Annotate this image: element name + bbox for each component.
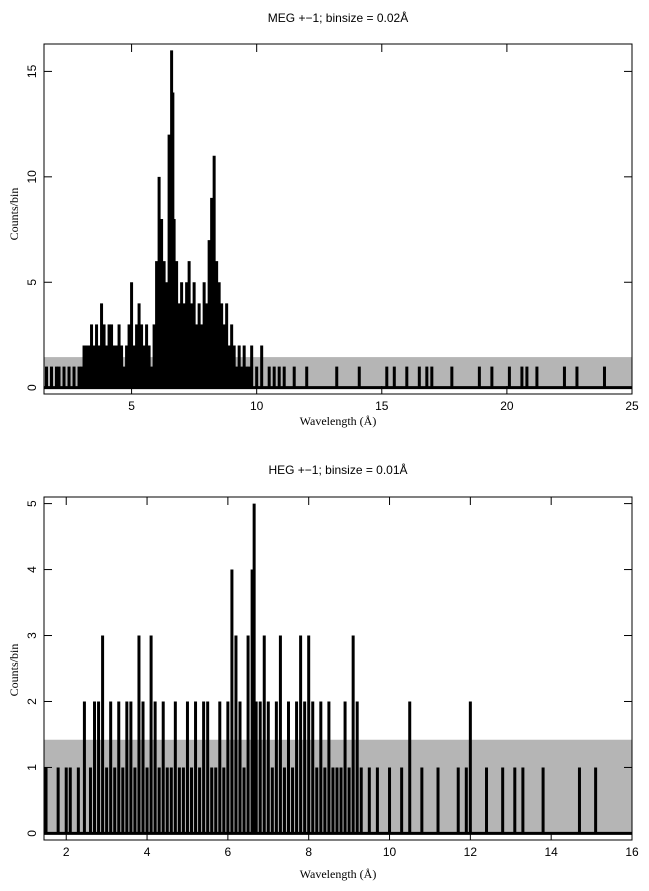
heg-y-tick-label-0: 0 xyxy=(25,830,39,837)
meg-series xyxy=(45,50,606,388)
heg-x-tick-label-2: 6 xyxy=(225,845,232,859)
heg-y-tick-label-3: 3 xyxy=(25,632,39,639)
heg-plot-frame xyxy=(43,496,633,841)
meg-x-tick-label-2: 15 xyxy=(375,399,389,413)
meg-y-tick-label-3: 15 xyxy=(25,64,39,78)
meg-x-axis-label: Wavelength (Å) xyxy=(300,414,377,428)
heg-x-tick-label-3: 8 xyxy=(305,845,312,859)
meg-y-axis-label: Counts/bin xyxy=(7,188,21,241)
heg-x-tick-label-5: 12 xyxy=(464,845,478,859)
heg-y-tick-label-2: 2 xyxy=(25,698,39,705)
meg-y-tick-label-1: 5 xyxy=(25,279,39,286)
heg-panel: HEG +−1; binsize = 0.01Å 2 4 6 8 10 12 14 16 01… xyxy=(7,462,639,881)
meg-chart-title: MEG +−1; binsize = 0.02Å xyxy=(268,10,408,25)
meg-panel: MEG +−1; binsize = 0.02Å 5 10 15 20 25 0 5 10 1… xyxy=(7,10,639,428)
heg-chart-title: HEG +−1; binsize = 0.01Å xyxy=(268,462,407,477)
meg-x-tick-label-3: 20 xyxy=(500,399,514,413)
heg-x-tick-label-7: 16 xyxy=(625,845,639,859)
heg-y-tick-label-1: 1 xyxy=(25,764,39,771)
meg-y-axis-ticks: 0 5 10 15 xyxy=(25,64,632,391)
heg-y-axis-label: Counts/bin xyxy=(7,644,21,697)
meg-y-tick-label-0: 0 xyxy=(25,384,39,391)
heg-y-tick-label-4: 4 xyxy=(25,566,39,573)
heg-y-axis-ticks: 0 1 2 3 4 5 xyxy=(25,500,632,837)
meg-x-tick-label-0: 5 xyxy=(128,399,135,413)
heg-series xyxy=(44,503,598,834)
heg-x-tick-label-1: 4 xyxy=(144,845,151,859)
heg-x-tick-label-6: 14 xyxy=(544,845,558,859)
meg-plot-frame xyxy=(43,43,633,395)
meg-x-tick-label-1: 10 xyxy=(250,399,264,413)
meg-x-axis-ticks: 5 10 15 20 25 xyxy=(128,44,639,413)
heg-x-axis-label: Wavelength (Å) xyxy=(300,867,377,881)
heg-x-axis-ticks: 2 4 6 8 10 12 14 16 xyxy=(63,497,639,859)
meg-x-tick-label-4: 25 xyxy=(625,399,639,413)
heg-x-tick-label-4: 10 xyxy=(383,845,397,859)
heg-y-tick-label-5: 5 xyxy=(25,500,39,507)
meg-y-tick-label-2: 10 xyxy=(25,170,39,184)
heg-x-tick-label-0: 2 xyxy=(63,845,70,859)
